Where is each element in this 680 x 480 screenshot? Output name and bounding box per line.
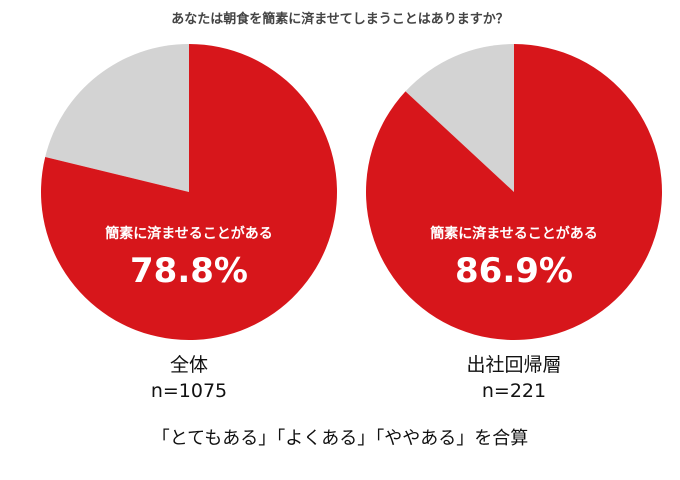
chart-title: あなたは朝食を簡素に済ませてしまうことはありますか？ — [171, 12, 509, 27]
pie-slice-other — [45, 43, 190, 193]
group-name: 全体 — [169, 354, 208, 376]
group-name: 出社回帰層 — [466, 354, 562, 376]
group-label-0: 全体 n=1075 — [89, 352, 289, 404]
group-label-1: 出社回帰層 n=221 — [414, 352, 614, 404]
pie-slice-yes — [41, 44, 337, 340]
group-n: n=221 — [481, 380, 547, 402]
group-n: n=1075 — [150, 380, 228, 402]
footnote: 「とてもある」「よくある」「ややある」を合算 — [151, 428, 529, 449]
pie-slice-other — [405, 43, 514, 192]
slice-value: 78.8% — [130, 251, 248, 291]
slice-label: 簡素に済ませることがある — [430, 225, 598, 242]
slice-value: 86.9% — [455, 251, 573, 291]
pie-slice-yes — [366, 44, 662, 340]
slice-label: 簡素に済ませることがある — [105, 225, 273, 242]
